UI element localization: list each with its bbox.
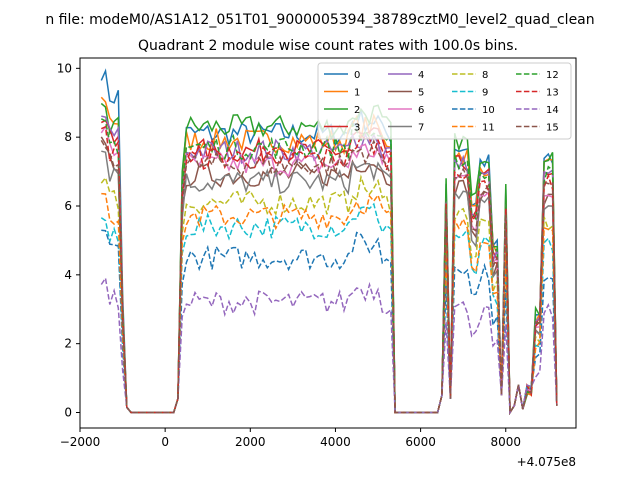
legend-label-5: 5	[418, 88, 424, 99]
x-tick-label: 4000	[320, 435, 351, 449]
x-tick-label: −2000	[60, 435, 101, 449]
legend-label-11: 11	[482, 123, 495, 134]
y-tick-label: 8	[64, 130, 72, 144]
legend-label-9: 9	[482, 88, 488, 99]
legend-label-2: 2	[354, 105, 360, 116]
legend-label-1: 1	[354, 88, 360, 99]
legend-label-12: 12	[546, 70, 559, 81]
legend-label-3: 3	[354, 123, 360, 134]
series-line-13	[100, 125, 558, 416]
x-tick-label: 0	[161, 435, 169, 449]
legend-label-8: 8	[482, 70, 488, 81]
y-axis: 0 2 4 6 8 10	[57, 61, 80, 420]
legend-label-10: 10	[482, 105, 495, 116]
legend-label-15: 15	[546, 123, 559, 134]
series-line-14	[100, 276, 558, 415]
y-tick-label: 4	[64, 268, 72, 282]
chart-suptitle: n file: modeM0/AS1A12_051T01_9000005394_…	[45, 12, 594, 28]
x-tick-label: 2000	[235, 435, 266, 449]
x-tick-label: 6000	[405, 435, 436, 449]
x-tick-label: 8000	[490, 435, 521, 449]
y-tick-label: 0	[64, 406, 72, 420]
legend-box	[317, 62, 572, 140]
legend-label-0: 0	[354, 70, 360, 81]
x-axis: −2000 0 2000 4000 6000 8000	[60, 428, 521, 449]
plot-frame	[79, 57, 577, 429]
y-tick-label: 10	[57, 61, 72, 75]
x-offset-text: +4.075e8	[517, 455, 576, 469]
chart-title: Quadrant 2 module wise count rates with …	[138, 38, 518, 54]
legend-label-4: 4	[418, 70, 424, 81]
legend-label-13: 13	[546, 88, 559, 99]
legend-label-7: 7	[418, 123, 424, 134]
y-tick-label: 6	[64, 199, 72, 213]
y-tick-label: 2	[64, 337, 72, 351]
legend-label-6: 6	[418, 105, 424, 116]
legend-label-14: 14	[546, 105, 559, 116]
